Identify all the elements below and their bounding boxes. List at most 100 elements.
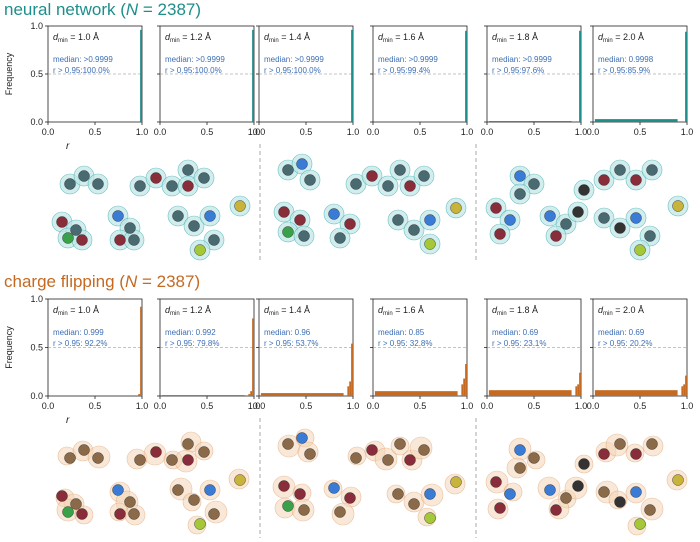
atom xyxy=(644,504,656,516)
dmin-label: dmin = 1.6 Å xyxy=(378,32,424,44)
x-tick-label: 1.0 xyxy=(575,127,588,137)
r95-label: r > 0.95: 92.2% xyxy=(53,339,107,348)
atom xyxy=(64,178,76,190)
atom xyxy=(560,218,572,230)
title-prefix: charge flipping ( xyxy=(4,272,125,291)
atom xyxy=(394,438,406,450)
x-tick-label: 1.0 xyxy=(681,401,694,411)
x-tick-label: 1.0 xyxy=(347,401,360,411)
histogram-bar xyxy=(461,384,464,396)
atom xyxy=(404,454,416,466)
x-tick-label: 0.5 xyxy=(300,401,313,411)
histogram-bar xyxy=(683,384,686,396)
atom xyxy=(166,454,178,466)
atom xyxy=(672,200,684,212)
x-tick-label: 1.0 xyxy=(461,127,474,137)
atom xyxy=(646,164,658,176)
median-label: median: 0.9998 xyxy=(598,55,654,64)
y-tick-label: 0.5 xyxy=(30,343,43,353)
atom xyxy=(304,448,316,460)
atom xyxy=(124,496,136,508)
atom xyxy=(92,178,104,190)
x-tick-label: 0.5 xyxy=(528,127,541,137)
atom xyxy=(128,508,140,520)
x-tick-label: 0.0 xyxy=(587,127,600,137)
histogram-panel: 0.0 0.5 1.0 dmin = 2.0 Å median: 0.9998 r > 0… xyxy=(587,25,693,137)
x-tick-label: 1.0 xyxy=(461,401,474,411)
y-tick-label: 0.5 xyxy=(30,69,43,79)
atom xyxy=(150,446,162,458)
histogram-panel: 0.0 0.5 1.0 dmin = 1.8 Å median: >0.9999 r > … xyxy=(481,25,588,137)
atom xyxy=(76,508,88,520)
r95-label: r > 0.95: 23.1% xyxy=(492,339,546,348)
histogram-panel: 0.0 0.5 1.0 dmin = 1.4 Å median: >0.9999 r > … xyxy=(253,25,359,137)
x-tick-label: 1.0 xyxy=(248,401,261,411)
atom xyxy=(328,482,340,494)
atom xyxy=(494,228,506,240)
atom xyxy=(614,164,626,176)
atom xyxy=(234,200,246,212)
atom xyxy=(392,214,404,226)
r95-label: r > 0.95: 53.7% xyxy=(264,339,318,348)
atom xyxy=(630,212,642,224)
dmin-label: dmin = 1.4 Å xyxy=(264,305,310,317)
histogram-bar xyxy=(252,29,254,123)
y-tick-label: 1.0 xyxy=(30,294,43,304)
section-title-charge-flipping: charge flipping (N = 2387) xyxy=(4,272,200,292)
atom xyxy=(62,506,74,518)
dmin-label: dmin = 2.0 Å xyxy=(598,305,644,317)
atom xyxy=(630,174,642,186)
atom xyxy=(544,484,556,496)
title-prefix: neural network ( xyxy=(4,0,126,19)
atom xyxy=(150,172,162,184)
median-label: median: 0.69 xyxy=(598,328,645,337)
atom xyxy=(182,180,194,192)
atom xyxy=(296,158,308,170)
atom xyxy=(424,512,436,524)
atom xyxy=(598,486,610,498)
atom xyxy=(328,208,340,220)
r95-label: r > 0.95:85.9% xyxy=(598,66,650,75)
atom xyxy=(528,452,540,464)
atom xyxy=(630,486,642,498)
atom xyxy=(172,484,184,496)
atom xyxy=(56,216,68,228)
histogram-panel: 0.0 0.5 1.0 dmin = 1.6 Å median: >0.9999 r > … xyxy=(367,25,474,137)
atom xyxy=(304,174,316,186)
dmin-label: dmin = 1.4 Å xyxy=(264,32,310,44)
atom xyxy=(614,222,626,234)
atom xyxy=(344,492,356,504)
atom xyxy=(614,496,626,508)
atom xyxy=(572,480,584,492)
histogram-tail-bar xyxy=(161,395,245,396)
histogram-tail-bar xyxy=(374,391,458,396)
atom xyxy=(78,170,90,182)
x-tick-label: 0.5 xyxy=(201,127,214,137)
histogram-bar xyxy=(463,378,466,396)
dmin-label: dmin = 1.8 Å xyxy=(492,305,538,317)
atom xyxy=(672,474,684,486)
atom xyxy=(504,488,516,500)
x-tick-label: 0.0 xyxy=(154,401,167,411)
atom xyxy=(392,488,404,500)
x-tick-label: 0.0 xyxy=(42,127,55,137)
histogram-panel: 0.0 0.5 1.0 0.0 0.5 1.0 dmin = 1.0 Å median: 0.… xyxy=(30,294,148,411)
atom xyxy=(112,210,124,222)
atom xyxy=(76,234,88,246)
atom xyxy=(70,498,82,510)
histogram-bar xyxy=(250,391,253,396)
atom xyxy=(494,502,506,514)
title-var: N xyxy=(124,272,138,291)
atom xyxy=(394,164,406,176)
dmin-label: dmin = 1.6 Å xyxy=(378,305,424,317)
x-tick-label: 0.5 xyxy=(528,401,541,411)
histogram-panel: 0.0 0.5 1.0 dmin = 1.6 Å median: 0.85 r > 0.9… xyxy=(367,298,474,411)
x-tick-label: 0.0 xyxy=(367,401,380,411)
dmin-label: dmin = 1.2 Å xyxy=(165,305,211,317)
atom xyxy=(514,170,526,182)
median-label: median: 0.992 xyxy=(165,328,216,337)
atom xyxy=(204,484,216,496)
r95-label: r > 0.95: 32.8% xyxy=(378,339,432,348)
